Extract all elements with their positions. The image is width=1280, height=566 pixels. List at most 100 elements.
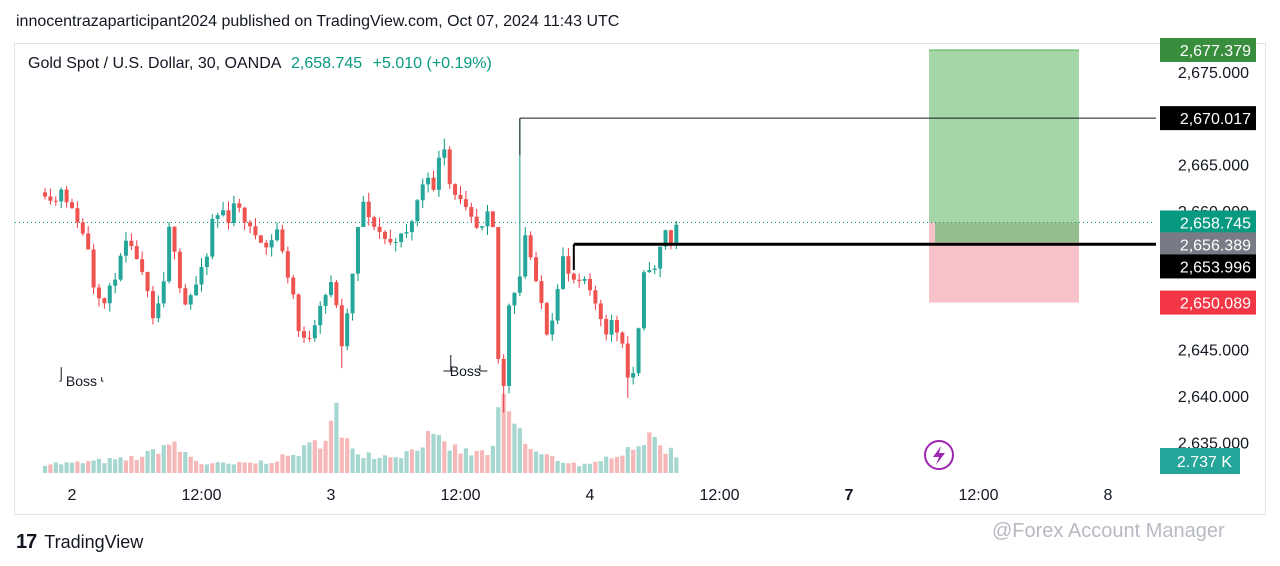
candle-body — [458, 194, 463, 200]
candle-body — [528, 235, 533, 258]
candle-body — [102, 298, 107, 304]
symbol-legend: Gold Spot / U.S. Dollar, 30, OANDA 2,658… — [28, 55, 492, 73]
candle-body — [566, 256, 571, 274]
candle-body — [129, 240, 134, 247]
candle-body — [285, 251, 290, 278]
price-axis-label-text: 2,656.389 — [1180, 237, 1251, 254]
volume-axis-label[interactable] — [1160, 448, 1240, 474]
price-axis-label-text: 2,677.379 — [1180, 43, 1251, 60]
volume-bar — [312, 440, 317, 473]
take-profit-zone[interactable] — [929, 49, 1079, 223]
volume-bar — [59, 464, 64, 473]
candle-body — [480, 226, 485, 228]
symbol-change: +5.010 (+0.19%) — [372, 55, 492, 72]
volume-bar — [188, 456, 193, 473]
candle-body — [431, 177, 436, 190]
volume-bar — [42, 465, 48, 473]
candle-body — [668, 230, 673, 243]
volume-bar — [436, 435, 442, 473]
y-axis-tick-label: 2,665.000 — [1178, 158, 1249, 175]
candle-body — [420, 184, 425, 201]
candle-body — [183, 288, 188, 305]
candle-body — [463, 199, 468, 208]
volume-bar — [285, 455, 290, 473]
candle-body — [663, 230, 668, 247]
candle-body — [221, 210, 226, 216]
volume-bar — [334, 402, 339, 473]
candle-body — [199, 267, 204, 285]
candle-body — [593, 290, 598, 304]
candle-body — [167, 226, 172, 282]
candle-body — [658, 246, 663, 269]
candle-body — [555, 288, 560, 321]
tradingview-brand[interactable]: 17 TradingView — [16, 531, 143, 554]
x-axis-tick-label: 12:00 — [440, 487, 480, 504]
candle-body — [291, 277, 296, 295]
candle-body — [442, 149, 447, 158]
candle-body — [614, 319, 619, 333]
volume-bar — [566, 463, 571, 473]
volume-bar — [220, 462, 226, 473]
volume-bar — [674, 457, 679, 473]
candle-body — [70, 202, 74, 209]
volume-bar — [388, 457, 393, 473]
price-axis-label[interactable] — [1160, 106, 1256, 131]
volume-bar — [399, 458, 404, 473]
volume-bar — [80, 463, 85, 473]
volume-bar — [264, 463, 269, 473]
volume-bar — [107, 458, 112, 473]
candle-body — [388, 238, 393, 243]
boss-label: Boss — [450, 363, 481, 379]
volume-bar — [668, 447, 674, 473]
price-axis-label[interactable] — [1160, 254, 1256, 279]
candle-body — [134, 246, 139, 260]
volume-bar — [123, 460, 129, 473]
candle-body — [80, 222, 85, 234]
volume-bar — [593, 461, 598, 473]
price-axis-label-text: 2,670.017 — [1180, 111, 1251, 128]
volume-bar — [528, 448, 533, 473]
candle-body — [577, 279, 582, 281]
candle-body — [490, 211, 495, 228]
candle-body — [377, 226, 382, 232]
volume-bar — [204, 464, 209, 473]
candle-body — [339, 305, 344, 347]
volume-bar — [345, 438, 350, 473]
position-progress-fill — [935, 222, 1079, 243]
x-axis-tick-label: 12:00 — [699, 487, 739, 504]
volume-bar — [614, 456, 620, 473]
price-axis-label[interactable] — [1160, 37, 1256, 62]
volume-bar — [479, 450, 485, 473]
volume-bar — [366, 452, 371, 473]
x-axis-tick-label: 7 — [845, 487, 854, 504]
candle-body — [328, 282, 333, 296]
volume-bar — [409, 449, 415, 473]
candle-body — [436, 157, 441, 190]
price-axis-label[interactable] — [1160, 232, 1256, 257]
volume-bar — [372, 458, 377, 473]
volume-bar — [550, 456, 555, 473]
volume-bar — [598, 461, 603, 473]
candle-body — [534, 257, 539, 282]
y-axis-tick-label: 2,640.000 — [1178, 389, 1249, 406]
candle-body — [264, 242, 269, 248]
volume-bar — [69, 462, 75, 473]
price-axis-label[interactable] — [1160, 290, 1256, 315]
volume-bar — [652, 436, 657, 473]
volume-bar — [307, 442, 312, 473]
volume-bar — [247, 462, 253, 473]
candle-body — [161, 281, 166, 304]
candle-body — [544, 303, 549, 335]
volume-bar — [161, 445, 166, 473]
volume-bar — [490, 445, 495, 473]
symbol-name[interactable]: Gold Spot / U.S. Dollar, 30, OANDA — [28, 55, 281, 72]
volume-bar — [512, 423, 517, 473]
candle-body — [123, 240, 128, 256]
candle-body — [43, 192, 48, 197]
volume-bar — [587, 463, 593, 473]
candle-body — [350, 273, 355, 314]
candle-body — [507, 305, 512, 386]
volume-bar — [253, 463, 258, 473]
volume-bar — [150, 449, 156, 473]
